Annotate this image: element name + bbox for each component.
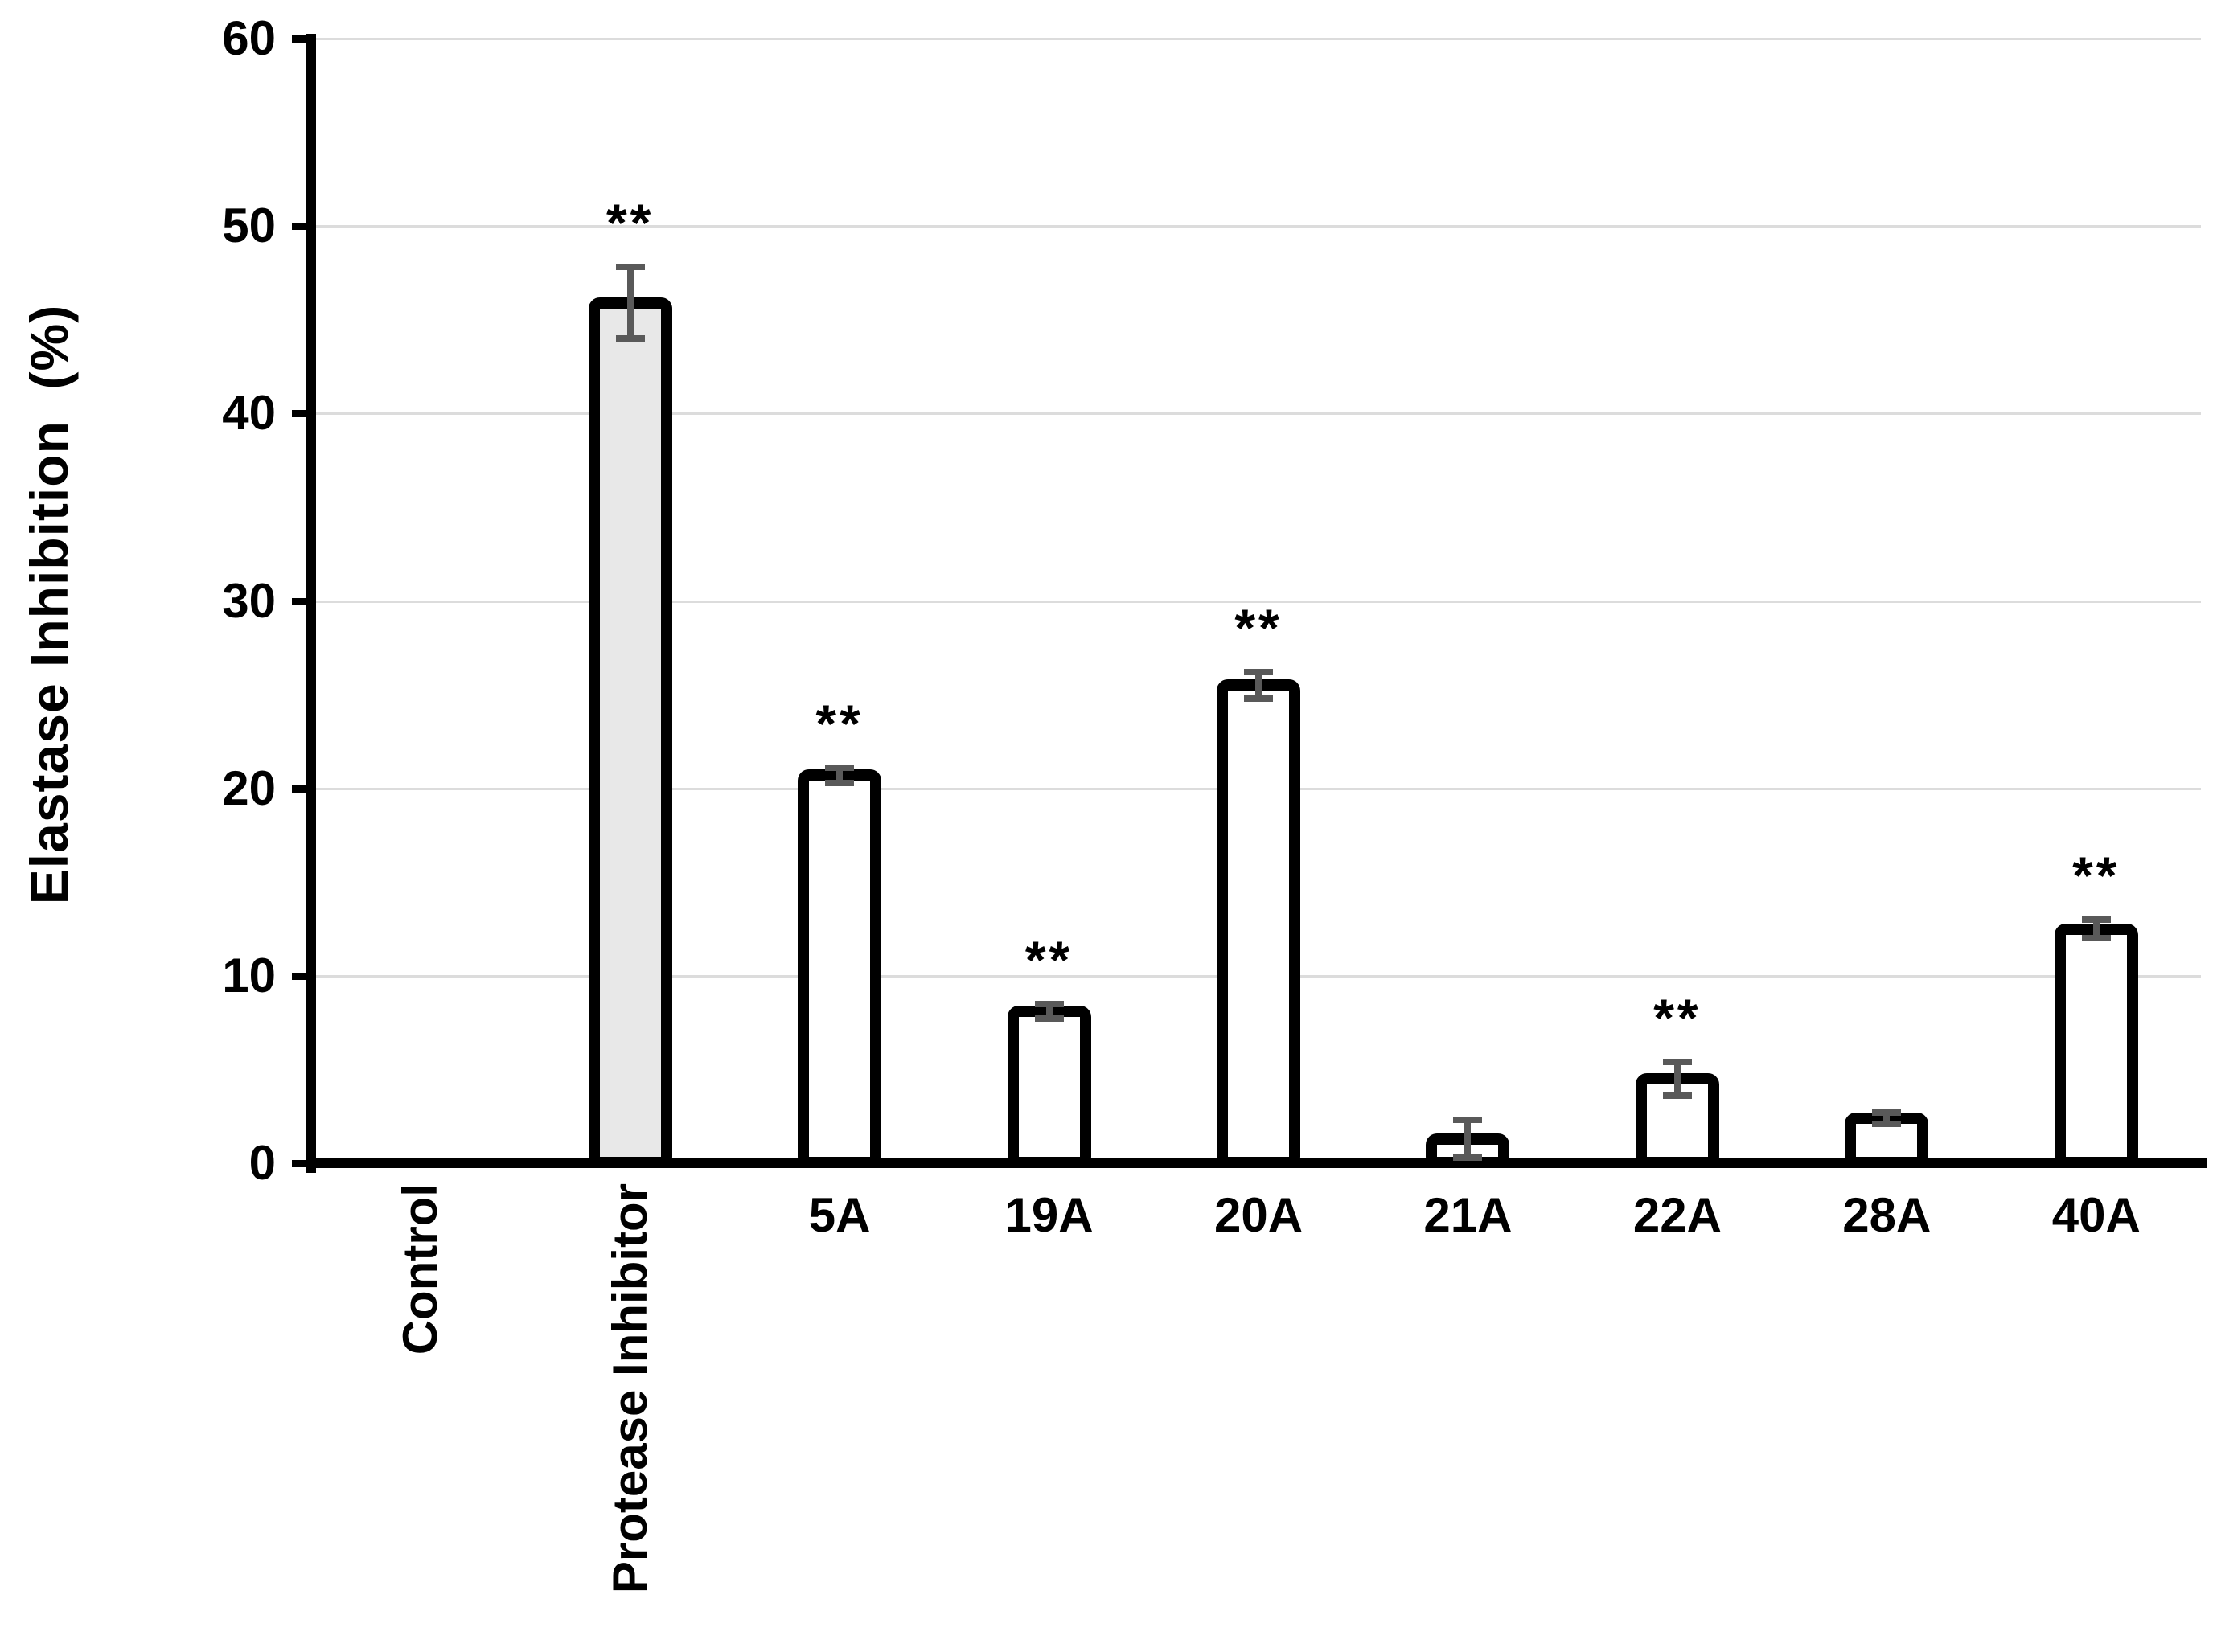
gridline-60 [316,38,2201,40]
bar-20a [1217,679,1300,1168]
error-cap-high-protease-inhibitor [615,264,645,271]
error-cap-low-19a [1034,1015,1064,1023]
y-tick-label-50: 50 [222,199,276,253]
error-cap-low-22a [1662,1092,1692,1100]
significance-marker-protease-inhibitor: ** [606,193,655,253]
significance-marker-40a: ** [2072,845,2121,905]
gridline-50 [316,225,2201,228]
y-tick-20 [292,785,316,793]
error-cap-high-21a [1453,1117,1483,1124]
y-tick-40 [292,410,316,418]
x-axis-label-21a: 21A [1423,1188,1513,1242]
error-cap-low-28a [1872,1121,1902,1128]
significance-marker-19a: ** [1024,929,1074,990]
gridline-30 [316,600,2201,603]
y-tick-30 [292,597,316,605]
y-tick-10 [292,972,316,980]
x-axis-label-20a: 20A [1213,1188,1304,1242]
significance-marker-5a: ** [815,694,864,754]
error-cap-low-21a [1453,1154,1483,1161]
error-bar-5a [836,768,844,783]
error-cap-high-20a [1244,669,1273,676]
error-bar-28a [1883,1113,1891,1125]
significance-marker-20a: ** [1234,598,1283,658]
error-bar-22a [1673,1062,1681,1097]
bar-19a [1007,1006,1091,1168]
error-cap-high-28a [1872,1109,1902,1117]
gridline-40 [316,412,2201,416]
error-cap-low-20a [1244,695,1273,702]
error-cap-high-5a [825,765,855,772]
x-axis-label-22a: 22A [1632,1188,1722,1242]
y-tick-label-30: 30 [222,573,276,628]
y-tick-label-20: 20 [222,760,276,815]
error-cap-high-40a [2081,916,2111,923]
y-tick-label-60: 60 [222,11,276,65]
y-tick-60 [292,35,316,43]
bar-protease-inhibitor [588,297,672,1168]
error-bar-20a [1255,672,1262,699]
bar-40a [2054,923,2138,1168]
x-axis-label-control: Control [393,1183,448,1355]
y-tick-50 [292,223,316,231]
x-axis-label-19a: 19A [1004,1188,1094,1242]
error-cap-low-protease-inhibitor [615,335,645,342]
y-axis-line [306,34,316,1173]
x-axis-label-5a: 5A [808,1188,871,1242]
y-tick-label-10: 10 [222,948,276,1002]
error-cap-low-40a [2081,935,2111,942]
x-axis-label-40a: 40A [2051,1188,2141,1242]
error-bar-protease-inhibitor [626,267,634,339]
y-tick-label-0: 0 [248,1136,276,1190]
error-cap-high-19a [1034,1000,1064,1007]
y-tick-0 [292,1160,316,1167]
error-bar-40a [2092,919,2100,939]
error-cap-low-5a [825,779,855,786]
x-axis-label-28a: 28A [1842,1188,1932,1242]
error-bar-21a [1464,1120,1472,1158]
x-axis-label-protease-inhibitor: Protease Inhibitor [602,1183,657,1594]
error-cap-high-22a [1662,1059,1692,1066]
significance-marker-22a: ** [1653,988,1702,1048]
error-bar-19a [1045,1003,1053,1019]
bar-5a [798,769,882,1168]
y-tick-label-40: 40 [222,386,276,441]
